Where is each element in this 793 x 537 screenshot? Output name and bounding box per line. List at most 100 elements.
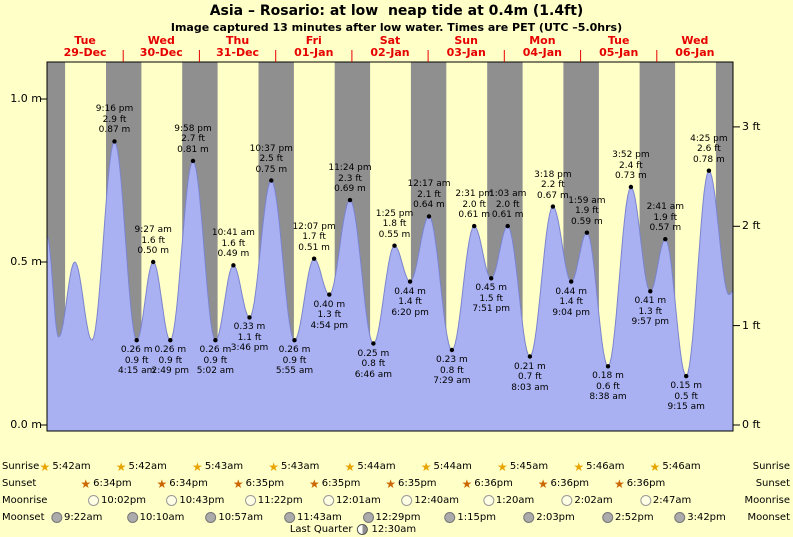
tide-extreme-dot [684,373,689,379]
tide-extreme-dot [292,338,297,343]
y-axis-label-m: 0.5 m [10,255,42,268]
y-axis-label-ft: 3 ft [742,120,761,133]
moonset-time-label: 12:29pm [375,512,421,523]
moonrise-time-label: 12:01am [336,495,381,506]
tide-extreme-dot [449,347,455,353]
moonset-entry: 2:03pm [523,512,575,523]
sunset-time-label: 6:35pm [398,478,437,489]
tide-extreme-dot [489,276,494,281]
day-date: 30-Dec [139,46,183,59]
sunrise-entry: ★ 5:44am [421,461,472,473]
sunset-time-label: 6:34pm [169,478,208,489]
tide-extreme-dot [569,279,574,284]
day-weekday: Wed [147,34,175,47]
tide-event-label: 0.15 m 0.5 ft 9:15 am [667,381,705,413]
moonrise-row-label-right: Moonrise [744,495,790,506]
moon-phase-time: 12:30am [371,524,417,535]
tide-event-label: 1:25 pm 1.8 ft 0.55 m [375,208,414,240]
moonset-icon [284,512,296,523]
moonrise-time-label: 11:22pm [257,495,303,506]
sunset-icon: ★ [80,476,92,491]
sunset-entry: ★ 6:34pm [156,476,208,491]
moonrise-row-label-left: Moonrise [2,495,48,506]
tide-event-label: 0.26 m 0.9 ft 4:15 am [118,345,156,377]
moonrise-time-label: 2:02am [574,495,613,506]
tide-extreme-dot [327,292,332,297]
sunset-icon: ★ [309,476,320,491]
moonset-icon [126,512,138,523]
tide-event-label: 2:31 pm 2.0 ft 0.61 m [455,189,493,221]
sunrise-time-label: 5:44am [433,461,472,472]
tide-extreme-dot [371,341,376,346]
moonrise-entry: 1:20am [482,495,534,506]
day-date: 01-Jan [294,46,334,59]
sunset-icon: ★ [385,476,396,491]
sunset-time-label: 6:34pm [93,478,132,489]
tide-event-label: 0.40 m 1.3 ft 4:54 pm [310,299,349,331]
day-label: Sun 03-Jan [447,35,486,59]
tide-extreme-dot [527,354,533,359]
tide-event-label: 0.18 m 0.6 ft 8:38 am [589,371,627,403]
day-label: Sat 02-Jan [370,35,409,59]
moonset-icon [674,512,686,523]
y-axis-label-m: 1.0 m [10,92,42,105]
sunrise-icon: ★ [268,459,280,474]
tide-extreme-dot [112,139,117,144]
moonrise-entry: 11:22pm [244,495,303,506]
sunset-icon: ★ [537,476,549,491]
sunset-entry: ★ 6:36pm [537,476,589,491]
sunrise-time-label: 5:43am [204,461,244,472]
moonrise-entry: 12:40am [401,495,459,506]
day-weekday: Fri [305,34,322,47]
y-axis-label-m: 0.0 m [10,418,42,431]
moonset-entry: 9:22am [51,512,102,523]
moonrise-time-label: 2:47am [652,495,692,506]
moonset-entry: 10:57am [205,512,263,523]
tide-event-label: 9:58 pm 2.7 ft 0.81 m [174,123,212,155]
tide-extreme-dot [505,223,510,229]
tide-extreme-dot [311,256,317,261]
sunset-icon: ★ [232,476,244,491]
tide-area [47,141,733,431]
day-label: Tue 05-Jan [599,35,638,59]
tide-extreme-dot [247,315,252,320]
tide-event-label: 1:59 am 1.9 ft 0.59 m [568,195,606,227]
tide-extreme-dot [213,338,218,343]
moonset-time-label: 1:15pm [457,512,496,523]
sunrise-entry: ★ 5:43am [268,459,320,474]
moonrise-icon [401,495,413,506]
sunrise-time-label: 5:42am [52,461,91,472]
moonset-time-label: 11:43am [297,512,342,523]
moonset-row-label-left: Moonset [2,512,45,523]
tide-extreme-dot [231,263,236,268]
sunrise-time-label: 5:44am [357,461,396,472]
moonset-entry: 10:10am [126,512,184,523]
sunrise-time-label: 5:43am [281,461,320,472]
moonset-entry: 3:42pm [674,512,726,523]
tide-event-label: 0.33 m 1.1 ft 3:46 pm [230,322,269,354]
moonset-icon [444,512,456,523]
plot-frame [46,61,734,432]
sunset-entry: ★ 6:35pm [232,476,284,491]
tide-extreme-dot [190,158,196,164]
sunrise-icon: ★ [497,459,508,474]
sunrise-entry: ★ 5:46am [573,461,624,473]
moonrise-time-label: 12:40am [414,495,460,506]
tide-extreme-dot [706,168,712,173]
y-axis-label-ft: 0 ft [742,418,761,431]
sunset-icon: ★ [156,476,168,491]
sunrise-entry: ★ 5:42am [116,461,167,473]
tide-extreme-dot [605,364,611,369]
day-date: 06-Jan [675,46,715,59]
day-date: 31-Dec [216,46,260,59]
day-date: 05-Jan [599,46,639,59]
tide-extreme-dot [426,214,432,219]
tide-extreme-dot [347,197,353,203]
day-date: 03-Jan [446,46,486,59]
day-label: Tue 29-Dec [64,35,107,59]
tide-event-label: 0.26 m 0.9 ft 5:55 am [275,345,314,377]
tide-event-label: 2:41 am 1.9 ft 0.57 m [646,202,684,234]
moonrise-icon [244,495,256,506]
tide-extreme-dot [269,178,274,183]
moonset-time-label: 10:57am [218,512,264,523]
